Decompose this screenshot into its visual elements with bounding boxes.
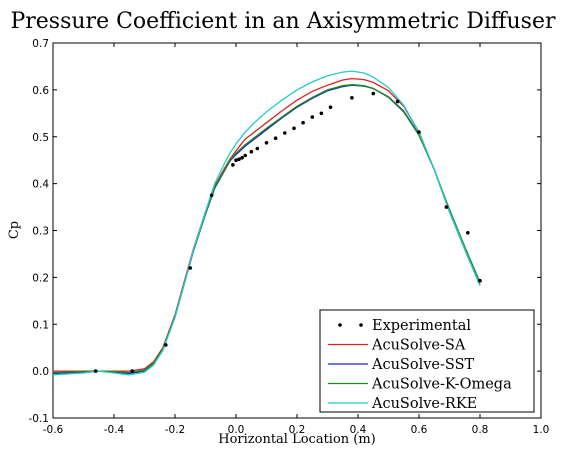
legend-label: AcuSolve-SA [371,338,466,354]
data-point-experimental [417,130,421,134]
y-tick-label: 0.7 [32,38,49,50]
data-point-experimental [237,157,241,161]
data-point-experimental [319,111,324,116]
y-tick-label: 0.3 [32,226,49,238]
y-tick-label: 0.0 [32,366,49,378]
x-tick-label: 0.2 [289,424,306,436]
legend-marker [338,323,342,327]
y-tick-label: -0.1 [29,413,50,425]
data-point-experimental [188,266,192,270]
x-tick-label: 0.4 [350,424,367,436]
x-tick-label: 1.0 [533,424,550,436]
legend-label: Experimental [372,318,471,334]
x-tick-label: -0.6 [43,424,64,436]
legend-box [319,309,535,413]
data-point-experimental [209,193,214,198]
legend-label: AcuSolve-K-Omega [371,377,512,393]
y-tick-label: 0.4 [32,179,49,191]
legend-label: AcuSolve-RKE [371,396,477,412]
data-point-experimental [292,126,296,131]
y-tick-label: 0.1 [32,319,49,331]
data-point-experimental [301,120,305,125]
x-tick-label: 0.8 [472,424,489,436]
data-point-experimental [273,136,278,140]
data-point-experimental [466,231,470,235]
legend: Experimental AcuSolve-SA AcuSolve-SST AcuSo… [319,309,535,413]
x-tick-label: 0.6 [411,424,428,436]
data-point-experimental [310,115,315,119]
data-point-experimental [93,369,98,373]
data-point-experimental [283,131,287,135]
x-tick-label: -0.4 [104,424,125,436]
legend-marker [359,323,363,327]
data-point-experimental [371,91,376,96]
chart-title: Pressure Coefficient in an Axisymmetric … [10,9,556,34]
data-point-experimental [234,158,238,162]
data-point-experimental [328,105,333,109]
data-point-experimental [395,99,400,104]
y-tick-label: 0.6 [32,85,49,97]
data-point-experimental [444,205,449,209]
data-point-experimental [130,369,135,373]
data-point-experimental [231,163,235,167]
x-axis-label: Horizontal Location (m) [218,432,376,447]
y-tick-label: 0.2 [32,272,49,284]
series-line-acusolve-sa [53,77,481,372]
axis-ticks: -0.6 -0.4 -0.2 0.0 0.2 0.4 0.6 0.8 1.0 -0.1 0.0 0.1… [29,38,550,436]
series-layer [52,70,482,376]
data-point-experimental [264,141,269,145]
data-point-experimental [249,149,254,154]
data-point-experimental [240,156,244,160]
legend-label: AcuSolve-SST [371,357,475,373]
x-tick-label: -0.2 [165,424,186,436]
data-point-experimental [255,146,260,151]
series-line-acusolve-k-omega [52,84,481,374]
data-point-experimental [164,343,168,347]
data-point-experimental [243,153,247,158]
series-line-acusolve-rke [52,70,481,376]
y-axis-label: Cp [7,221,22,239]
y-tick-label: 0.5 [32,132,49,144]
x-tick-label: 0.0 [228,424,245,436]
data-point-experimental [478,278,482,283]
data-point-experimental [350,96,354,100]
